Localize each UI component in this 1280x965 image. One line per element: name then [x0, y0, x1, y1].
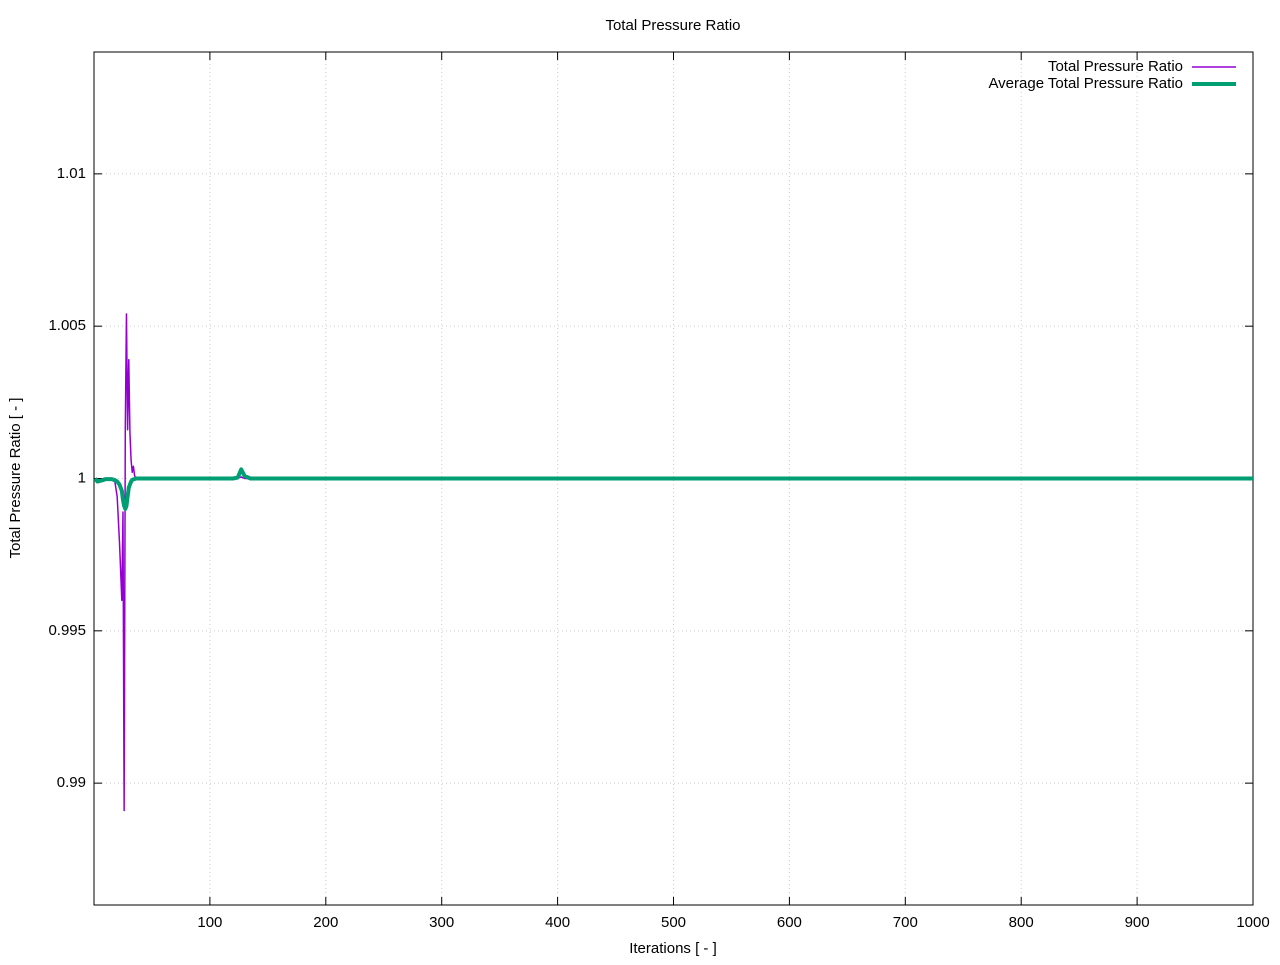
y-tick-label: 1.01	[57, 165, 86, 182]
legend-label: Total Pressure Ratio	[1048, 58, 1183, 75]
y-tick-label: 1.005	[48, 317, 86, 334]
y-tick-label: 0.99	[57, 774, 86, 791]
x-tick-label: 200	[313, 914, 338, 931]
x-axis-label: Iterations [ - ]	[629, 940, 717, 957]
chart-title: Total Pressure Ratio	[605, 17, 740, 34]
data-line	[94, 313, 1253, 812]
x-tick-label: 700	[893, 914, 918, 931]
x-tick-label: 100	[197, 914, 222, 931]
x-tick-label: 500	[661, 914, 686, 931]
y-tick-label: 1	[78, 469, 86, 486]
y-tick-label: 0.995	[48, 622, 86, 639]
x-tick-label: 800	[1009, 914, 1034, 931]
x-tick-label: 900	[1125, 914, 1150, 931]
y-axis-label: Total Pressure Ratio [ - ]	[7, 398, 24, 559]
x-tick-label: 1000	[1236, 914, 1269, 931]
legend-label: Average Total Pressure Ratio	[988, 75, 1183, 92]
x-tick-label: 600	[777, 914, 802, 931]
data-line	[93, 467, 1253, 511]
x-tick-label: 300	[429, 914, 454, 931]
x-tick-label: 400	[545, 914, 570, 931]
